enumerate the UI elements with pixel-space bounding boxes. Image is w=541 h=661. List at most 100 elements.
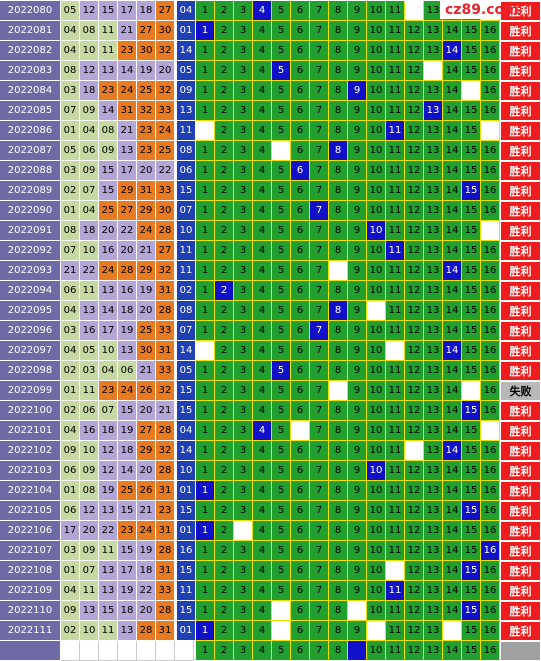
blue-trend-cell: 15	[462, 461, 481, 481]
blue-trend-cell: 7	[310, 421, 329, 441]
blue-trend-cell: 4	[253, 481, 272, 501]
blue-trend-cell: 8	[329, 541, 348, 561]
blue-trend-cell: 12	[405, 261, 424, 281]
blue-trend-cell: 2	[215, 121, 234, 141]
blue-trend-cell: 5	[272, 341, 291, 361]
blue-trend-cell: 4	[253, 181, 272, 201]
footer-empty-cell	[175, 641, 194, 661]
red-ball: 20	[137, 161, 156, 181]
blue-trend-cell: 16	[481, 461, 500, 481]
footer-empty-cell	[156, 641, 175, 661]
red-ball: 04	[80, 201, 99, 221]
blue-trend-cell: 1	[196, 461, 215, 481]
red-ball: 18	[118, 301, 137, 321]
result-win-badge: 胜利	[500, 621, 541, 641]
blue-trend-cell: 1	[196, 241, 215, 261]
red-ball: 21	[118, 21, 137, 41]
blue-trend-cell: 12	[405, 361, 424, 381]
red-ball: 06	[61, 281, 80, 301]
red-ball: 20	[156, 61, 175, 81]
blue-hit-cell: 4	[253, 421, 272, 441]
issue-number: 2022089	[0, 181, 61, 201]
blue-trend-cell: 6	[291, 481, 310, 501]
issue-number: 2022096	[0, 321, 61, 341]
red-ball: 23	[137, 141, 156, 161]
blue-trend-cell: 12	[405, 41, 424, 61]
blue-trend-cell: 2	[215, 241, 234, 261]
blue-trend-cell: 8	[329, 441, 348, 461]
blue-trend-cell: 9	[348, 41, 367, 61]
red-ball: 12	[80, 1, 99, 21]
blue-trend-cell: 8	[329, 221, 348, 241]
red-ball: 29	[118, 181, 137, 201]
blue-trend-cell: 10	[367, 481, 386, 501]
blue-trend-cell: 13	[424, 421, 443, 441]
blue-trend-cell: 14	[443, 281, 462, 301]
blue-trend-cell: 15	[462, 321, 481, 341]
result-win-badge: 胜利	[500, 541, 541, 561]
blue-trend-cell: 12	[405, 481, 424, 501]
blue-trend-cell: 4	[253, 281, 272, 301]
issue-number: 2022111	[0, 621, 61, 641]
red-ball: 17	[99, 321, 118, 341]
logo-text: cz89.com	[445, 2, 519, 18]
blue-empty-cell	[348, 601, 367, 621]
red-ball: 16	[99, 241, 118, 261]
red-ball: 19	[137, 541, 156, 561]
blue-trend-cell: 3	[234, 61, 253, 81]
red-ball: 13	[99, 501, 118, 521]
issue-number: 2022104	[0, 481, 61, 501]
blue-trend-cell: 10	[367, 61, 386, 81]
blue-trend-cell: 7	[310, 261, 329, 281]
red-ball: 13	[99, 281, 118, 301]
blue-hit-cell: 11	[386, 121, 405, 141]
blue-trend-cell: 2	[215, 301, 234, 321]
red-ball: 01	[61, 201, 80, 221]
blue-ball: 16	[177, 541, 196, 561]
result-win-badge: 胜利	[500, 181, 541, 201]
blue-trend-cell: 14	[443, 221, 462, 241]
red-ball: 19	[99, 481, 118, 501]
blue-trend-cell: 8	[329, 481, 348, 501]
red-ball: 09	[61, 441, 80, 461]
blue-ball: 07	[177, 201, 196, 221]
blue-trend-cell: 8	[329, 561, 348, 581]
blue-ball: 11	[177, 241, 196, 261]
blue-trend-cell: 13	[424, 561, 443, 581]
blue-trend-cell: 11	[386, 541, 405, 561]
red-ball: 13	[118, 141, 137, 161]
site-logo: cz89.com	[440, 1, 519, 19]
blue-ball: 11	[177, 261, 196, 281]
red-ball: 11	[99, 541, 118, 561]
red-ball: 30	[156, 21, 175, 41]
blue-trend-cell: 10	[367, 81, 386, 101]
blue-trend-cell: 15	[462, 241, 481, 261]
blue-trend-cell: 5	[272, 121, 291, 141]
blue-hit-cell: 2	[215, 281, 234, 301]
red-ball: 27	[156, 241, 175, 261]
blue-trend-cell: 4	[253, 341, 272, 361]
red-ball: 29	[137, 201, 156, 221]
blue-hit-cell: 15	[462, 601, 481, 621]
blue-trend-cell: 16	[481, 501, 500, 521]
red-ball: 07	[99, 401, 118, 421]
blue-trend-cell: 14	[443, 401, 462, 421]
blue-trend-cell: 11	[386, 221, 405, 241]
blue-trend-cell: 2	[215, 341, 234, 361]
red-ball: 21	[61, 261, 80, 281]
red-ball: 09	[80, 461, 99, 481]
blue-ball: 05	[177, 361, 196, 381]
blue-trend-cell: 12	[405, 461, 424, 481]
red-ball: 13	[118, 621, 137, 641]
red-ball: 07	[80, 561, 99, 581]
blue-trend-cell: 7	[310, 461, 329, 481]
blue-trend-cell: 3	[234, 261, 253, 281]
blue-ball: 10	[177, 221, 196, 241]
footer-number: 14	[443, 641, 462, 661]
result-win-badge: 胜利	[500, 21, 541, 41]
blue-empty-cell	[481, 121, 500, 141]
blue-trend-cell: 12	[405, 341, 424, 361]
issue-number: 2022095	[0, 301, 61, 321]
red-ball: 28	[118, 261, 137, 281]
blue-empty-cell	[386, 561, 405, 581]
